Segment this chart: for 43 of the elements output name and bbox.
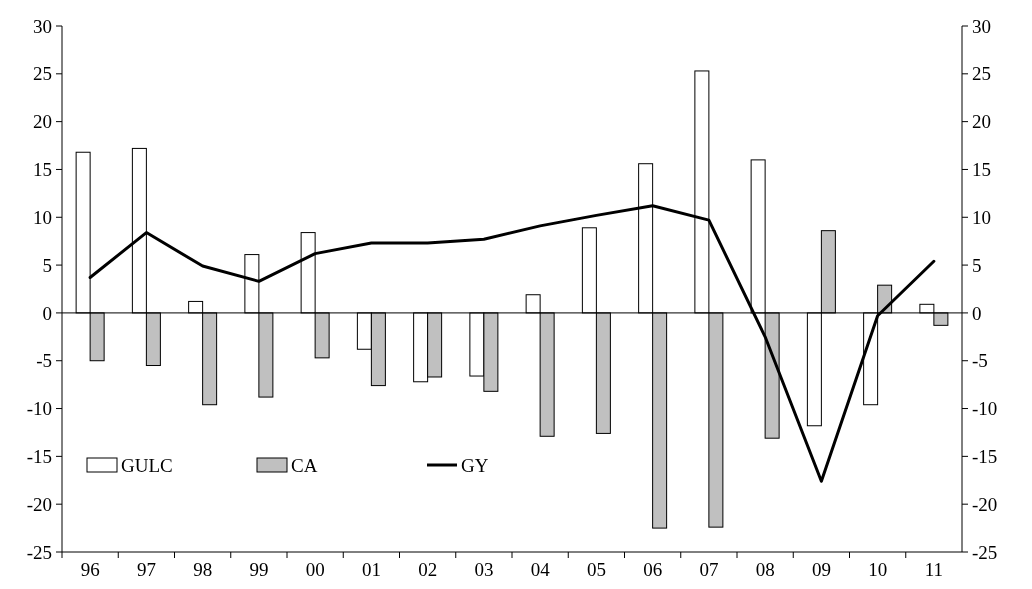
y2-tick-label: 15 <box>972 159 991 181</box>
x-tick-label: 09 <box>811 559 831 580</box>
y-tick-label: 30 <box>33 15 52 37</box>
y2-tick-label: 25 <box>972 63 991 85</box>
y-tick-label: 10 <box>33 206 52 228</box>
y2-tick-label: 5 <box>972 254 982 276</box>
x-tick-label: 10 <box>868 559 888 580</box>
y2-tick-label: -15 <box>972 446 998 468</box>
y-tick-label: -20 <box>26 493 52 515</box>
x-tick-label: 05 <box>586 559 606 580</box>
x-tick-label: 02 <box>418 559 438 580</box>
x-tick-label: 08 <box>755 559 775 580</box>
y2-tick-label: 20 <box>972 111 991 133</box>
x-tick-label: 98 <box>193 559 213 580</box>
y2-tick-label: 10 <box>972 206 991 228</box>
y-tick-label: -5 <box>36 350 52 372</box>
x-tick-label: 99 <box>249 559 269 580</box>
x-tick-label: 00 <box>305 559 325 580</box>
x-tick-label: 97 <box>136 559 156 580</box>
y2-tick-label: -25 <box>972 541 998 563</box>
y-tick-label: 20 <box>33 111 52 133</box>
y2-tick-label: 0 <box>972 302 982 324</box>
y-tick-label: -25 <box>26 541 52 563</box>
y-tick-label: 5 <box>42 254 52 276</box>
y2-tick-label: -20 <box>972 493 998 515</box>
y2-tick-label: 30 <box>972 15 991 37</box>
y2-tick-label: -5 <box>972 350 988 372</box>
y-tick-label: -15 <box>26 446 52 468</box>
y2-tick-label: -10 <box>972 398 998 420</box>
x-tick-label: 01 <box>361 559 381 580</box>
y-tick-label: 25 <box>33 63 52 85</box>
x-tick-label: 11 <box>924 559 944 580</box>
legend-label: GULC <box>121 454 173 476</box>
y-tick-label: -10 <box>26 398 52 420</box>
y-tick-label: 0 <box>42 302 52 324</box>
x-tick-label: 07 <box>699 559 719 580</box>
x-tick-label: 03 <box>474 559 494 580</box>
x-tick-label: 06 <box>643 559 663 580</box>
x-tick-label: 96 <box>80 559 100 580</box>
y-tick-label: 15 <box>33 159 52 181</box>
legend-label: CA <box>291 454 318 476</box>
x-tick-label: 04 <box>530 559 551 580</box>
legend-label: GY <box>461 454 489 476</box>
